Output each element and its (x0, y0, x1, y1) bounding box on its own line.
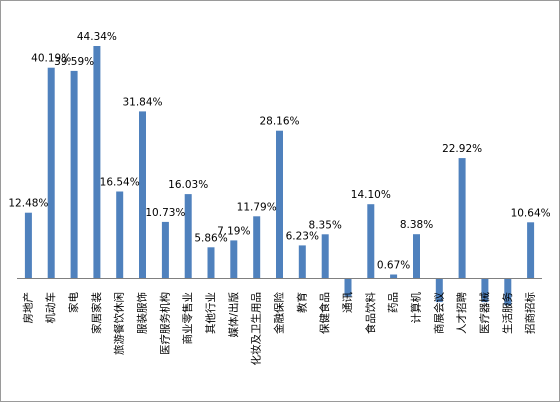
bar-9 (207, 247, 215, 278)
bar-21 (481, 278, 489, 303)
category-label-18: 计算机 (410, 292, 423, 324)
category-label-21: 医疗器械 (478, 292, 491, 334)
category-label-22: 生活服务 (501, 292, 514, 334)
value-label-5: 16.54% (100, 177, 140, 189)
bar-3 (70, 70, 78, 279)
value-label-7: 10.73% (145, 207, 185, 219)
value-label-1: 12.48% (8, 198, 48, 210)
value-label-10: 7.19% (217, 225, 250, 237)
value-label-12: 28.16% (259, 116, 299, 128)
bar-12 (276, 130, 283, 278)
category-labels-group: 房地产 机动车 家电 家居家装 旅游餐饮休闲 服装服饰 医疗服务机构 商业零售业 其他行业 媒体/… (21, 292, 536, 366)
value-label-23: 10.64% (511, 207, 551, 219)
bar-18 (413, 234, 420, 278)
bar-22 (504, 278, 512, 306)
bar-17 (390, 274, 398, 278)
bar-2 (47, 67, 55, 278)
category-label-5: 旅游餐饮休闲 (113, 292, 126, 355)
value-label-11: 11.79% (237, 201, 277, 213)
bar-20 (458, 158, 466, 278)
bar-16 (367, 204, 375, 278)
bars-group (24, 46, 535, 306)
bar-4 (93, 46, 101, 278)
category-label-3: 家电 (67, 292, 80, 313)
value-label-6: 31.84% (122, 96, 162, 108)
category-label-16: 食品饮料 (364, 292, 377, 334)
category-label-11: 化妆及卫生用品 (250, 292, 263, 366)
category-label-23: 招商招标 (524, 292, 537, 334)
value-label-3: 39.59% (54, 56, 94, 68)
bar-6 (139, 111, 146, 279)
bar-10 (230, 240, 238, 278)
category-label-14: 保健食品 (318, 292, 331, 334)
category-label-1: 房地产 (21, 292, 34, 324)
value-label-13: 6.23% (286, 230, 319, 242)
category-label-13: 教育 (295, 292, 308, 313)
category-label-19: 商展会议 (432, 292, 445, 334)
bar-1 (24, 212, 32, 278)
bar-5 (116, 191, 124, 278)
value-label-17: 0.67% (377, 260, 410, 272)
bar-15 (344, 278, 352, 297)
category-label-8: 商业零售业 (181, 292, 194, 345)
category-label-10: 媒体/出版 (227, 292, 240, 338)
bar-7 (161, 221, 169, 278)
category-label-4: 家居家装 (90, 292, 103, 334)
value-label-20: 22.92% (442, 143, 482, 155)
bar-13 (298, 245, 306, 278)
value-labels-group: 12.48% 40.19%39.59% 44.34% 16.54% 31.84% 10.7… (8, 31, 550, 272)
category-label-6: 服装服饰 (136, 292, 149, 334)
bar-23 (527, 222, 535, 278)
bar-19 (435, 278, 443, 303)
bar-11 (253, 216, 261, 278)
category-label-9: 其他行业 (204, 292, 217, 334)
value-label-8: 16.03% (168, 179, 208, 191)
category-label-2: 机动车 (44, 292, 57, 324)
value-label-14: 8.35% (309, 219, 342, 231)
value-label-18: 8.38% (400, 219, 433, 231)
category-label-7: 医疗服务机构 (158, 292, 171, 355)
value-label-16: 14.10% (351, 189, 391, 201)
bar-8 (184, 194, 192, 278)
value-label-4: 44.34% (77, 31, 117, 43)
bar-14 (321, 234, 329, 278)
category-label-20: 人才招聘 (455, 292, 468, 334)
value-label-9: 5.86% (194, 232, 227, 244)
category-label-15: 通讯 (341, 292, 354, 313)
category-label-17: 药品 (388, 292, 400, 313)
value-label-2: 40.19% (31, 53, 71, 65)
category-label-12: 金融保险 (273, 292, 286, 334)
